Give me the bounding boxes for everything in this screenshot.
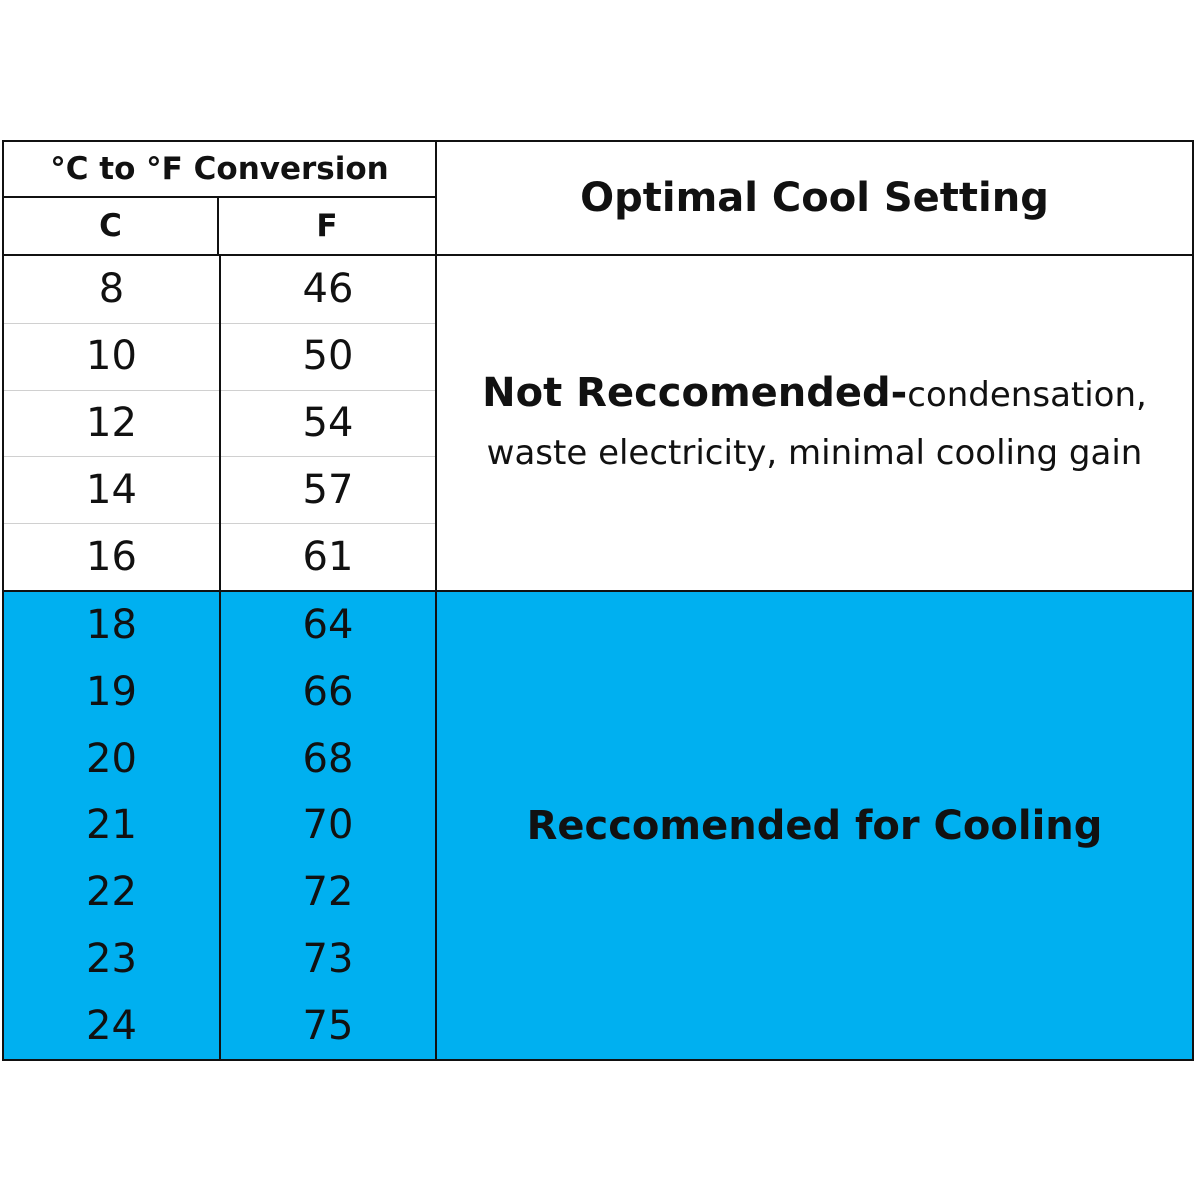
not-recommended-note: Not Reccomended-condensation, waste elec… bbox=[437, 256, 1192, 590]
not-recommended-label: Not Reccomended- bbox=[482, 370, 908, 416]
column-divider bbox=[435, 142, 437, 1059]
celsius-cell: 8 bbox=[98, 266, 125, 313]
celsius-cell: 21 bbox=[86, 802, 137, 849]
fahrenheit-cell: 68 bbox=[302, 735, 354, 782]
conversion-table: °C to °F Conversion C F Optimal Cool Set… bbox=[2, 140, 1194, 1061]
not-recommended-line-1: Not Reccomended-condensation, bbox=[482, 364, 1147, 424]
conversion-header: °C to °F Conversion bbox=[4, 142, 435, 198]
celsius-column-header: C bbox=[4, 198, 219, 254]
fahrenheit-cell: 50 bbox=[302, 333, 354, 380]
fahrenheit-cell: 75 bbox=[302, 1002, 354, 1049]
fahrenheit-cell: 57 bbox=[302, 466, 354, 513]
celsius-cell: 20 bbox=[86, 735, 137, 782]
not-recommended-reason: condensation, bbox=[907, 375, 1147, 415]
celsius-cell: 12 bbox=[86, 399, 137, 446]
fahrenheit-cell: 72 bbox=[302, 869, 354, 916]
celsius-cell: 24 bbox=[86, 1002, 137, 1049]
band-divider bbox=[4, 590, 1192, 592]
celsius-cell: 14 bbox=[86, 466, 137, 513]
column-divider bbox=[219, 254, 221, 1059]
fahrenheit-cell: 64 bbox=[302, 602, 354, 649]
celsius-cell: 22 bbox=[86, 869, 137, 916]
recommended-note: Reccomended for Cooling bbox=[526, 802, 1103, 849]
celsius-cell: 18 bbox=[86, 602, 137, 649]
fahrenheit-column-header: F bbox=[316, 208, 338, 244]
fahrenheit-cell: 70 bbox=[302, 802, 354, 849]
not-recommended-line-2: waste electricity, minimal cooling gain bbox=[486, 433, 1143, 473]
fahrenheit-cell: 46 bbox=[302, 266, 354, 313]
fahrenheit-cell: 73 bbox=[302, 935, 354, 982]
celsius-cell: 16 bbox=[86, 533, 137, 580]
fahrenheit-cell: 54 bbox=[302, 399, 354, 446]
celsius-cell: 10 bbox=[86, 333, 137, 380]
recommended-band bbox=[4, 590, 1192, 1059]
fahrenheit-cell: 61 bbox=[302, 533, 354, 580]
celsius-cell: 19 bbox=[86, 669, 137, 716]
header-divider bbox=[4, 254, 1192, 256]
fahrenheit-cell: 66 bbox=[302, 669, 354, 716]
optimal-setting-header: Optimal Cool Setting bbox=[580, 175, 1049, 221]
celsius-cell: 23 bbox=[86, 935, 137, 982]
